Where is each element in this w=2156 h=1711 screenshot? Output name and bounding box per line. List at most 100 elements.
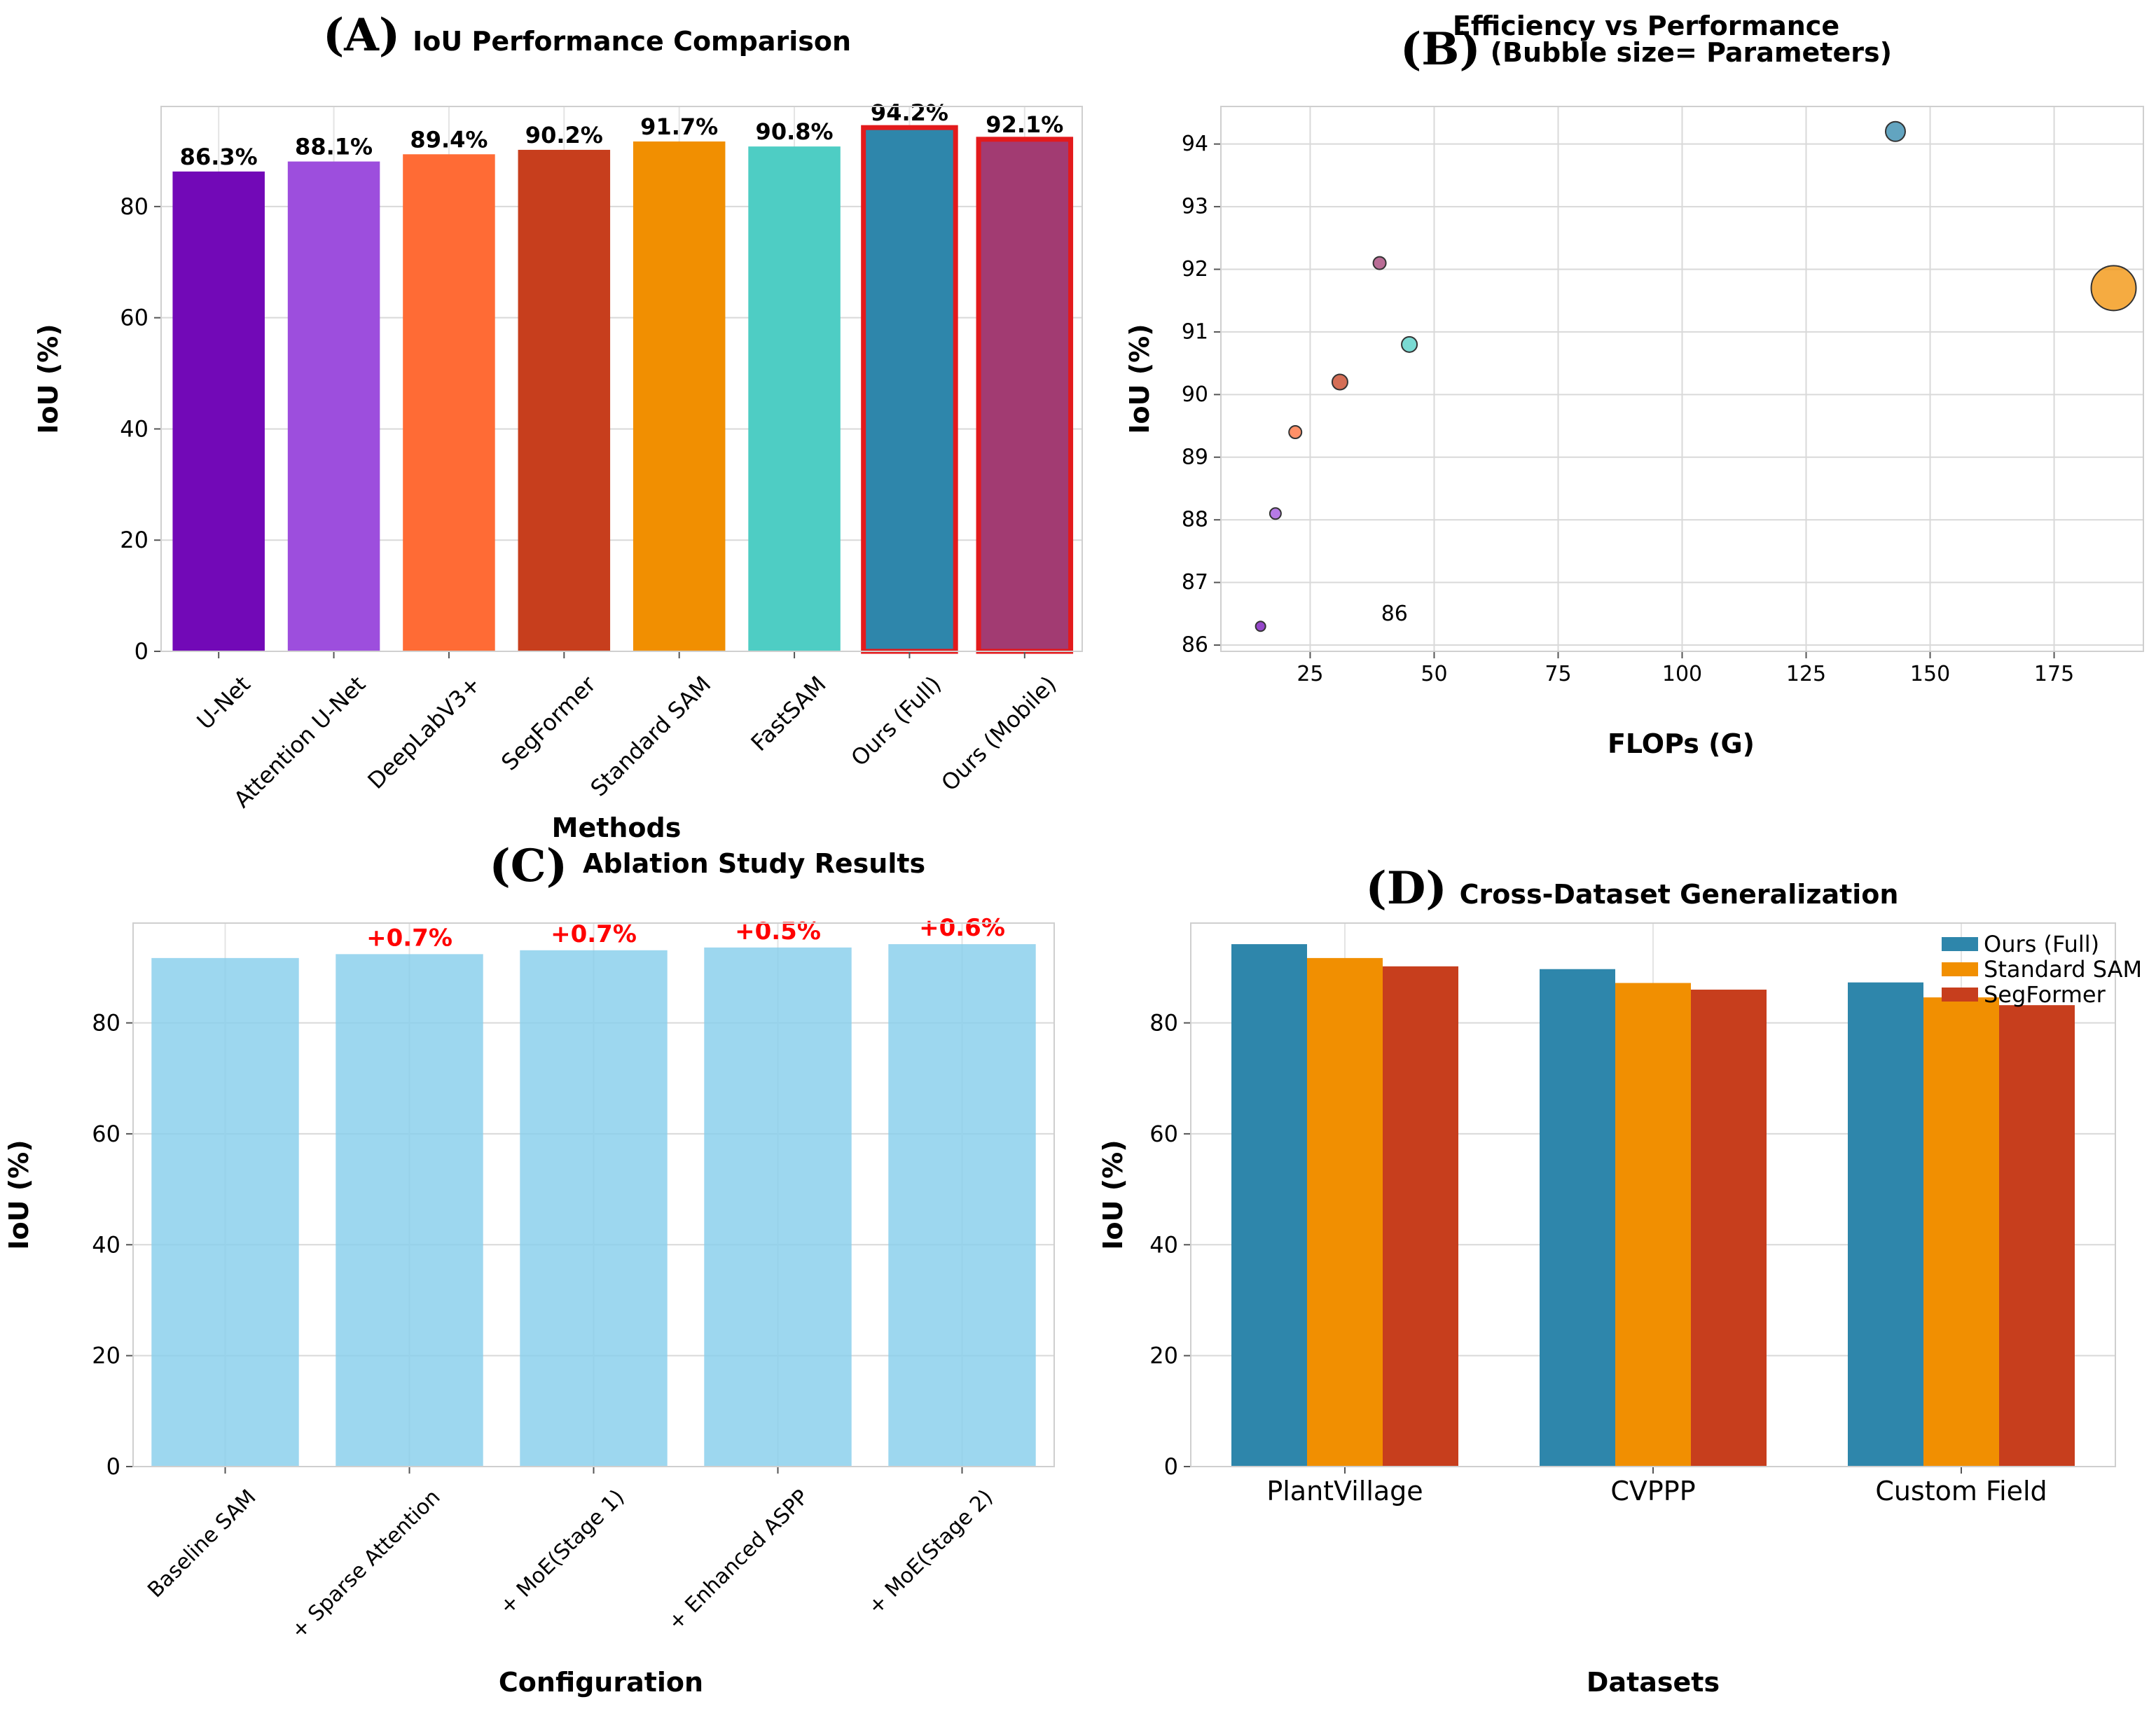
panel-b-bubble	[1288, 425, 1303, 440]
panel-b-axes-frame	[1220, 106, 2144, 652]
panel-d-x-tick-label: CVPPP	[1610, 1476, 1695, 1506]
panel-a-y-tick-label: 80	[120, 193, 148, 220]
panel-b-y-tick-label: 93	[1182, 195, 1208, 219]
panel-c-y-tick-label: 40	[92, 1231, 120, 1258]
panel-d-bar	[1923, 997, 1999, 1467]
panel-b-annotation: 86	[1381, 602, 1408, 626]
panel-b-bubble	[1401, 335, 1418, 353]
panel-a-x-tick-label: SegFormer	[496, 670, 601, 775]
panel-b-subtitle: (Bubble size= Parameters)	[1491, 37, 1892, 68]
panel-b-bubble	[1884, 120, 1906, 142]
panel-d-bar	[1383, 966, 1458, 1467]
panel-c-xlabel: Configuration	[499, 1667, 703, 1698]
panel-a-bar	[172, 171, 265, 651]
panel-b-letter: (B)	[1400, 23, 1481, 76]
panel-c-bar	[151, 957, 299, 1467]
panel-b-y-tick-label: 88	[1182, 508, 1208, 532]
panel-heading: (A) IoU Performance Comparison	[323, 9, 851, 62]
panel-b-y-tick-label: 91	[1182, 319, 1208, 344]
panel-d-xlabel: Datasets	[1587, 1667, 1720, 1698]
panel-b-ylabel: IoU (%)	[1124, 324, 1155, 434]
panel-a-axes-frame	[160, 106, 1083, 652]
panel-b-bubble	[1331, 373, 1348, 391]
panel-a-x-tick-label: Standard SAM	[586, 671, 717, 802]
panel-d-y-tick-label: 60	[1149, 1121, 1178, 1147]
panel-a-bar	[861, 125, 958, 654]
panel-d-bar	[1999, 1005, 2075, 1467]
panel-b-y-tick-label: 92	[1182, 257, 1208, 282]
panel-a-value-label: 94.2%	[871, 99, 948, 126]
panel-d-legend-swatch	[1942, 962, 1978, 976]
panel-a-value-label: 88.1%	[295, 134, 373, 160]
panel-c-ylabel: IoU (%)	[4, 1139, 34, 1249]
panel-d-y-tick-label: 40	[1149, 1231, 1178, 1258]
panel-b-bubble	[1372, 256, 1387, 270]
panel-b-bubble	[2090, 265, 2137, 312]
panel-c-bar	[704, 947, 852, 1467]
panel-d-ylabel: IoU (%)	[1098, 1139, 1128, 1249]
panel-d-bar	[1848, 982, 1923, 1467]
panel-c-gain-label: +0.7%	[366, 924, 452, 952]
panel-c-x-tick-label: + MoE(Stage 2)	[863, 1485, 997, 1619]
panel-b-xlabel: FLOPs (G)	[1608, 728, 1755, 759]
panel-a-value-label: 92.1%	[986, 111, 1063, 138]
panel-d-bar	[1307, 957, 1383, 1467]
panel-d-y-tick-label: 0	[1164, 1453, 1178, 1480]
panel-heading: (D) Cross-Dataset Generalization	[1366, 862, 1899, 915]
panel-a-value-label: 90.8%	[756, 118, 834, 145]
panel-d-y-tick-label: 20	[1149, 1343, 1178, 1369]
panel-d-x-tick-label: Custom Field	[1875, 1476, 2047, 1506]
panel-a-x-tick-label: Ours (Full)	[845, 671, 946, 772]
panel-a-ylabel: IoU (%)	[33, 324, 64, 434]
panel-a-bar	[287, 161, 380, 651]
panel-d-legend-label: Ours (Full)	[1984, 931, 2099, 957]
panel-a-bar	[403, 154, 495, 652]
panel-d-legend-label: SegFormer	[1984, 981, 2106, 1008]
panel-d-legend-swatch	[1942, 988, 1978, 1002]
panel-a-bar	[976, 137, 1074, 654]
panel-a-y-tick-label: 60	[120, 305, 148, 331]
panel-c-axes-frame	[132, 922, 1055, 1467]
panel-a-bar	[633, 141, 726, 651]
panel-d-bar	[1231, 944, 1307, 1467]
panel-b-y-tick-label: 94	[1182, 132, 1208, 156]
panel-b-title: Efficiency vs Performance	[1453, 11, 1839, 41]
panel-a-x-tick-label: U-Net	[191, 671, 255, 735]
panel-a-x-tick-label: Ours (Mobile)	[936, 671, 1061, 796]
panel-d-letter: (D)	[1366, 862, 1447, 915]
panel-b-x-tick-label: 175	[2034, 662, 2074, 686]
panel-a-bar	[518, 149, 611, 651]
panel-b-y-tick-label: 90	[1182, 382, 1208, 407]
panel-c-bar	[336, 954, 483, 1467]
panel-a-x-tick-label: FastSAM	[746, 671, 831, 756]
panel-b-x-tick-label: 100	[1662, 662, 1702, 686]
panel-a-x-tick-label: DeepLabV3+	[362, 671, 485, 794]
panel-b-y-tick-label: 87	[1182, 570, 1208, 595]
panel-d-axes-frame	[1190, 922, 2116, 1467]
panel-a-value-label: 86.3%	[180, 144, 258, 170]
panel-d-title: Cross-Dataset Generalization	[1460, 879, 1899, 910]
panel-c-y-tick-label: 20	[92, 1343, 120, 1369]
panel-b-x-tick-label: 150	[1910, 662, 1950, 686]
panel-c-y-tick-label: 0	[106, 1453, 120, 1480]
panel-b-bubble	[1255, 621, 1266, 632]
panel-d-legend-swatch	[1942, 937, 1978, 951]
panel-c-y-tick-label: 80	[92, 1010, 120, 1037]
panel-a-value-label: 90.2%	[525, 122, 603, 148]
panel-d-bar	[1540, 969, 1615, 1467]
panel-a-letter: (A)	[323, 9, 400, 62]
panel-b-x-tick-label: 50	[1421, 662, 1447, 686]
panel-c-x-tick-label: + Sparse Attention	[286, 1485, 445, 1644]
panel-a-value-label: 89.4%	[410, 126, 488, 153]
panel-b-y-tick-label: 89	[1182, 445, 1208, 469]
panel-c-title: Ablation Study Results	[583, 848, 925, 879]
panel-b-x-tick-label: 25	[1297, 662, 1323, 686]
panel-c-x-tick-label: + Enhanced ASPP	[663, 1485, 813, 1635]
panel-a-xlabel: Methods	[552, 812, 682, 843]
panel-d-x-tick-label: PlantVillage	[1266, 1476, 1423, 1506]
panel-a-y-tick-label: 0	[134, 638, 148, 665]
panel-a-bar	[748, 146, 841, 651]
panel-c-bar	[888, 944, 1036, 1467]
